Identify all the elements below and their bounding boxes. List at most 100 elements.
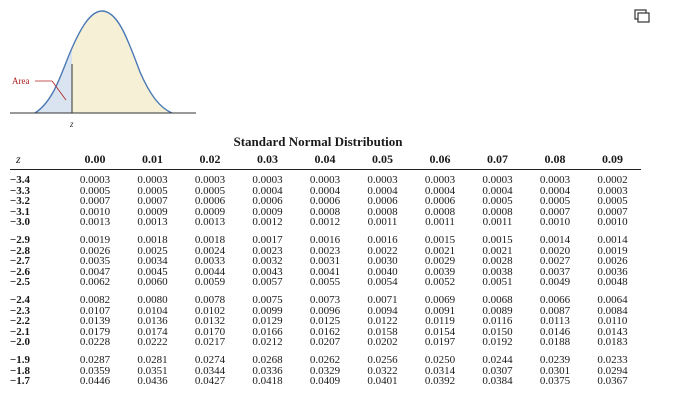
probability-cell: 0.0006 — [367, 195, 398, 208]
probability-cell: 0.0030 — [367, 255, 398, 268]
probability-cell: 0.0051 — [482, 276, 513, 289]
probability-cell: 0.0007 — [597, 205, 628, 218]
probability-cell: 0.0116 — [482, 315, 513, 328]
table-row: −3.4 0.0003 0.0003 0.0003 0.0003 0.0003 0.0003… — [10, 175, 641, 186]
standard-normal-table: z 0.00 0.01 0.02 0.03 0.04 0.05 0.06 0.07 0.08 0.… — [10, 149, 641, 387]
probability-cell: 0.0021 — [482, 244, 513, 257]
probability-cell: 0.0207 — [309, 336, 341, 349]
probability-cell: 0.0217 — [194, 336, 226, 349]
z-value: −2.7 — [10, 255, 31, 268]
probability-cell: 0.0010 — [539, 216, 571, 229]
probability-cell: 0.0047 — [79, 265, 111, 278]
probability-cell: 0.0192 — [482, 336, 513, 349]
probability-cell: 0.0029 — [424, 255, 456, 268]
probability-cell: 0.0274 — [194, 353, 226, 366]
probability-cell: 0.0170 — [194, 325, 226, 338]
z-value: −2.0 — [10, 336, 31, 349]
probability-cell: 0.0025 — [137, 244, 168, 257]
probability-cell: 0.0014 — [539, 233, 571, 246]
probability-cell: 0.0154 — [424, 325, 456, 338]
probability-cell: 0.0013 — [194, 216, 226, 229]
probability-cell: 0.0262 — [309, 353, 341, 366]
probability-cell: 0.0239 — [539, 353, 571, 366]
probability-cell: 0.0013 — [137, 216, 168, 229]
probability-cell: 0.0003 — [309, 174, 341, 186]
probability-cell: 0.0057 — [252, 276, 283, 289]
probability-cell: 0.0041 — [309, 265, 341, 278]
probability-cell: 0.0028 — [482, 255, 513, 268]
probability-cell: 0.0436 — [137, 375, 168, 388]
bell-curve — [34, 10, 173, 114]
probability-cell: 0.0011 — [367, 216, 398, 229]
probability-cell: 0.0003 — [367, 174, 398, 186]
z-value: −1.9 — [10, 353, 31, 366]
probability-cell: 0.0006 — [424, 195, 456, 208]
table-row: −3.3 0.0005 0.0005 0.0005 0.0004 0.0004 0.0004… — [10, 184, 641, 197]
probability-cell: 0.0188 — [539, 336, 571, 349]
table-row: −3.1 0.0010 0.0009 0.0009 0.0009 0.0008 0.0008… — [10, 205, 641, 218]
probability-cell: 0.0054 — [367, 276, 398, 289]
probability-cell: 0.0084 — [597, 304, 628, 317]
probability-cell: 0.0006 — [194, 195, 226, 208]
z-value: −3.3 — [10, 184, 31, 197]
probability-cell: 0.0071 — [367, 293, 398, 306]
column-header: 0.03 — [239, 149, 296, 170]
probability-cell: 0.0040 — [367, 265, 398, 278]
probability-cell: 0.0132 — [194, 315, 226, 328]
table-row: −1.8 0.0359 0.0351 0.0344 0.0336 0.0329 0.0322… — [10, 364, 641, 377]
probability-cell: 0.0052 — [424, 276, 456, 289]
curve-area-fill — [35, 48, 72, 113]
table-row: −2.2 0.0139 0.0136 0.0132 0.0129 0.0125 0.0122… — [10, 316, 641, 327]
table-row: −1.7 0.0446 0.0436 0.0427 0.0418 0.0409 0.0401… — [10, 376, 641, 387]
probability-cell: 0.0268 — [252, 353, 283, 366]
probability-cell: 0.0384 — [482, 375, 513, 388]
probability-cell: 0.0008 — [424, 205, 456, 218]
probability-cell: 0.0006 — [309, 195, 341, 208]
probability-cell: 0.0005 — [79, 184, 111, 197]
probability-cell: 0.0008 — [482, 205, 513, 218]
z-value: −2.9 — [10, 233, 31, 246]
probability-cell: 0.0427 — [194, 375, 226, 388]
probability-cell: 0.0003 — [482, 174, 513, 186]
probability-cell: 0.0059 — [194, 276, 226, 289]
probability-cell: 0.0075 — [252, 293, 283, 306]
probability-cell: 0.0005 — [194, 184, 226, 197]
probability-cell: 0.0392 — [424, 375, 456, 388]
table-row: −3.0 0.0013 0.0013 0.0013 0.0012 0.0012 0.0011… — [10, 217, 641, 228]
probability-cell: 0.0409 — [309, 375, 341, 388]
probability-cell: 0.0322 — [367, 364, 398, 377]
probability-cell: 0.0281 — [137, 353, 168, 366]
probability-cell: 0.0005 — [482, 195, 513, 208]
probability-cell: 0.0044 — [194, 265, 226, 278]
expand-icon[interactable] — [634, 9, 650, 23]
probability-cell: 0.0031 — [309, 255, 341, 268]
probability-cell: 0.0344 — [194, 364, 226, 377]
probability-cell: 0.0026 — [79, 244, 111, 257]
probability-cell: 0.0099 — [252, 304, 283, 317]
z-value: −2.3 — [10, 304, 31, 317]
z-value: −3.4 — [10, 174, 31, 186]
probability-cell: 0.0359 — [79, 364, 111, 377]
probability-cell: 0.0016 — [367, 233, 398, 246]
probability-cell: 0.0012 — [252, 216, 283, 229]
probability-cell: 0.0091 — [424, 304, 456, 317]
probability-cell: 0.0113 — [540, 315, 570, 328]
probability-cell: 0.0418 — [252, 375, 283, 388]
probability-cell: 0.0062 — [79, 276, 111, 289]
probability-cell: 0.0003 — [252, 174, 283, 186]
probability-cell: 0.0329 — [309, 364, 341, 377]
probability-cell: 0.0004 — [539, 184, 571, 197]
table-row: −2.4 0.0082 0.0080 0.0078 0.0075 0.0073 0.0071… — [10, 295, 641, 306]
probability-cell: 0.0008 — [367, 205, 398, 218]
probability-cell: 0.0034 — [137, 255, 168, 268]
probability-cell: 0.0066 — [539, 293, 571, 306]
probability-cell: 0.0080 — [137, 293, 168, 306]
probability-cell: 0.0110 — [597, 315, 628, 328]
probability-cell: 0.0009 — [137, 205, 168, 218]
probability-cell: 0.0005 — [539, 195, 571, 208]
header-row: z 0.00 0.01 0.02 0.03 0.04 0.05 0.06 0.07 0.08 0.… — [10, 149, 641, 170]
probability-cell: 0.0351 — [137, 364, 168, 377]
probability-cell: 0.0222 — [137, 336, 168, 349]
probability-cell: 0.0016 — [309, 233, 341, 246]
probability-cell: 0.0228 — [79, 336, 111, 349]
